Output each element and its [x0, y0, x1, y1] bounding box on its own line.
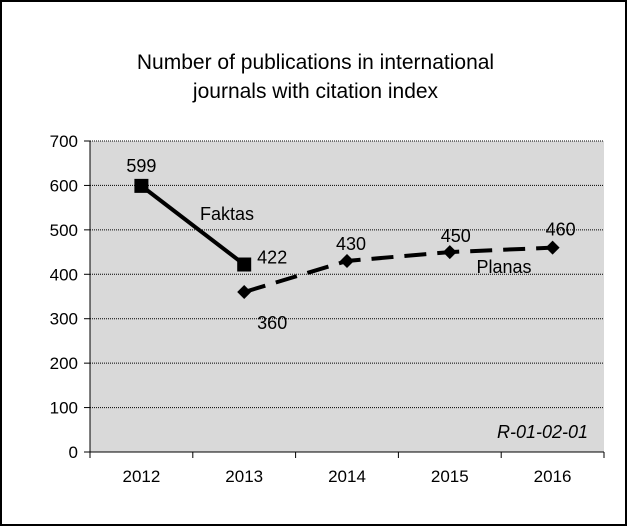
data-point-planas: [545, 240, 560, 255]
chart-title: Number of publications in international …: [2, 48, 627, 106]
data-label: 599: [126, 156, 156, 176]
data-label: 460: [546, 220, 576, 240]
data-point-faktas: [237, 257, 252, 272]
x-tick-label: 2014: [328, 467, 366, 486]
x-tick-label: 2013: [225, 467, 263, 486]
plot-area: [90, 141, 604, 452]
chart-title-line-1: Number of publications in international: [136, 51, 495, 74]
data-point-faktas: [134, 178, 149, 193]
series-name-label: Faktas: [200, 204, 254, 224]
y-tick-label: 700: [50, 132, 78, 151]
x-tick-label: 2015: [431, 467, 469, 486]
y-tick-label: 600: [50, 176, 78, 195]
y-tick-label: 100: [50, 399, 78, 418]
y-tick-label: 500: [50, 221, 78, 240]
data-point-planas: [340, 253, 354, 268]
series-line-faktas: [140, 184, 246, 267]
y-tick-label: 300: [50, 310, 78, 329]
series-line-planas: [243, 245, 553, 294]
series-name-label: Planas: [476, 257, 531, 277]
data-point-planas: [237, 285, 252, 300]
chart-code-annotation: R-01-02-01: [497, 422, 588, 442]
x-tick-label: 2012: [122, 467, 160, 486]
data-label: 450: [441, 226, 471, 246]
data-label: 430: [336, 234, 366, 254]
data-point-planas: [442, 245, 457, 260]
data-label: 422: [257, 248, 287, 268]
y-tick-label: 400: [50, 265, 78, 284]
y-tick-label: 200: [50, 354, 78, 373]
chart-title-line-2: journals with citation index: [192, 80, 439, 103]
x-tick-label: 2016: [534, 467, 572, 486]
data-label: 360: [257, 313, 287, 333]
y-tick-label: 0: [69, 443, 78, 462]
